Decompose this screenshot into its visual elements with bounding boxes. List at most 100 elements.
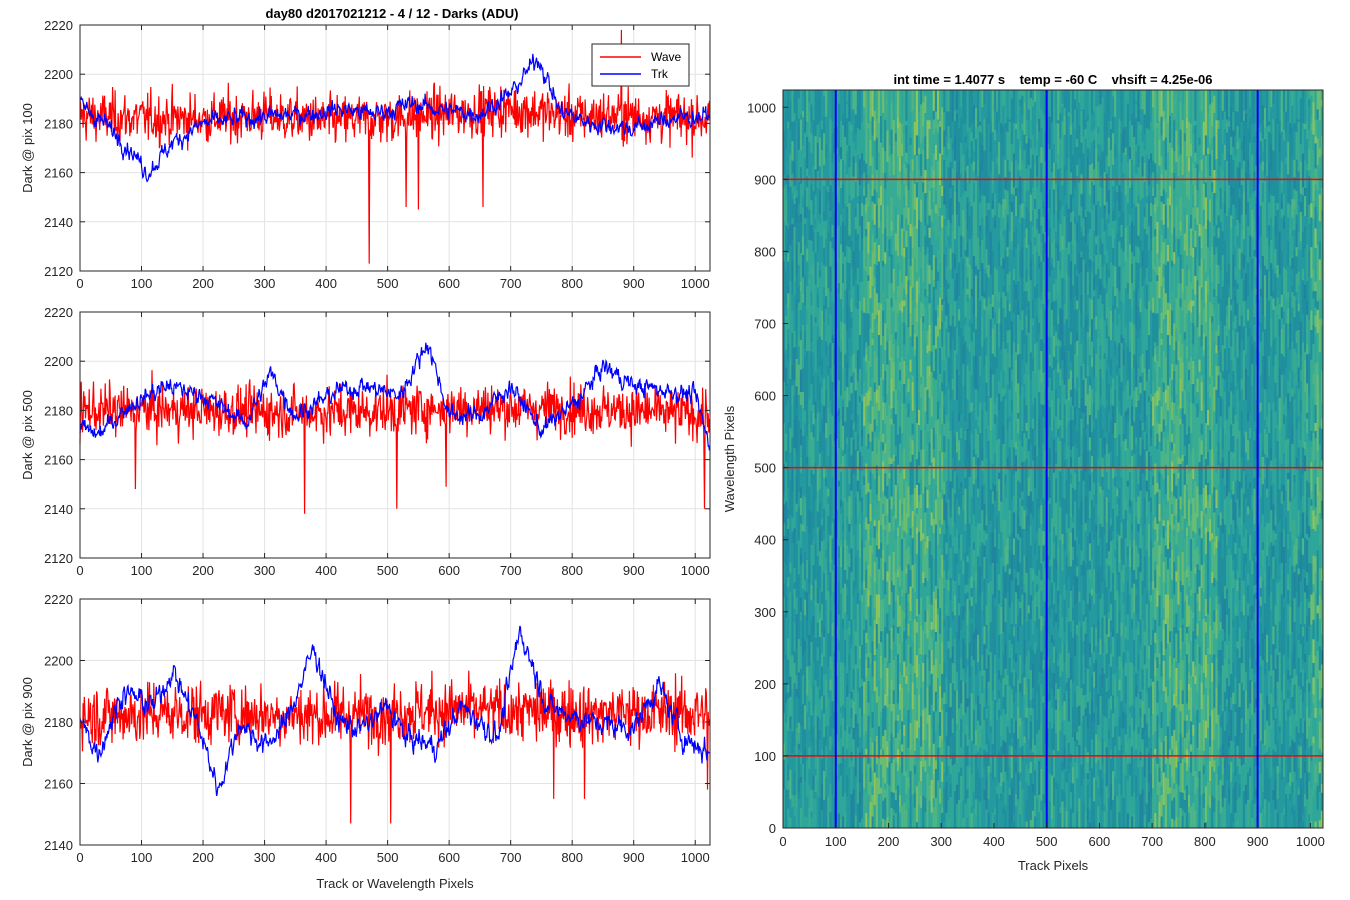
- heatmap-cell: [972, 230, 975, 256]
- heatmap-cell: [974, 265, 978, 276]
- heatmap-cell: [1036, 140, 1039, 156]
- heatmap-cell: [820, 404, 824, 420]
- heatmap-cell: [890, 129, 893, 155]
- heatmap-cell: [1023, 677, 1026, 695]
- heatmap-cell: [823, 695, 826, 714]
- heatmap-cell: [799, 213, 802, 223]
- heatmap-cell: [970, 474, 973, 498]
- heatmap-cell: [810, 551, 813, 586]
- heatmap-cell: [867, 668, 870, 681]
- heatmap-cell: [1040, 580, 1043, 591]
- heatmap-cell: [966, 301, 969, 317]
- heatmap-cell: [896, 536, 900, 563]
- heatmap-cell: [1008, 794, 1011, 828]
- heatmap-cell: [846, 317, 849, 330]
- heatmap-cell: [785, 489, 788, 502]
- heatmap-cell: [960, 265, 963, 299]
- heatmap-cell: [861, 540, 864, 570]
- heatmap-cell: [945, 315, 948, 329]
- panel-pix500-grid: [79, 311, 710, 559]
- heatmap-cell: [968, 676, 971, 697]
- heatmap-cell: [1004, 428, 1007, 444]
- heatmap-cell: [896, 720, 900, 733]
- heatmap-cell: [932, 286, 935, 316]
- x-tick-label: 400: [315, 276, 337, 291]
- heatmap-cell: [989, 274, 992, 297]
- heatmap-cell: [949, 400, 952, 431]
- heatmap-cell: [888, 761, 891, 786]
- heatmap-cell: [818, 588, 821, 604]
- heatmap-cell: [831, 291, 834, 302]
- heatmap-cell: [867, 715, 870, 742]
- heatmap-cell: [924, 541, 927, 555]
- heatmap-cell: [880, 719, 883, 737]
- heatmap-cell: [839, 674, 843, 707]
- heatmap-cell: [991, 594, 994, 616]
- heatmap-cell: [974, 745, 978, 754]
- heatmap-cell: [977, 390, 980, 417]
- heatmap-cell: [911, 486, 914, 495]
- heatmap-cell: [863, 788, 866, 814]
- heatmap-cell: [934, 658, 937, 692]
- heatmap-cell: [825, 158, 828, 191]
- heatmap-cell: [808, 634, 811, 666]
- heatmap-cell: [993, 100, 997, 130]
- heatmap-cell: [810, 184, 813, 201]
- heatmap-cell: [953, 595, 956, 616]
- heatmap-cell: [789, 203, 792, 225]
- heatmap-cell: [791, 294, 794, 311]
- heatmap-cell: [947, 465, 950, 480]
- heatmap-cell: [920, 430, 923, 450]
- heatmap-cell: [1006, 159, 1009, 191]
- heatmap-cell: [856, 640, 859, 669]
- heatmap-cell: [1042, 782, 1045, 795]
- heatmap-cell: [1025, 281, 1028, 292]
- heatmap-cell: [814, 644, 817, 658]
- heatmap-cell: [905, 639, 908, 667]
- heatmap-cell: [831, 133, 834, 163]
- heatmap-cell: [1044, 449, 1047, 470]
- heatmap-cell: [869, 328, 872, 343]
- heatmap-cell: [907, 417, 910, 449]
- heatmap-cell: [981, 591, 984, 611]
- heatmap-cell: [823, 378, 826, 406]
- heatmap-cell: [1015, 794, 1018, 807]
- heatmap-cell: [903, 479, 906, 498]
- heatmap-cell: [844, 485, 847, 498]
- heatmap-cell: [903, 288, 906, 301]
- heatmap-cell: [974, 704, 978, 730]
- heatmap-cell: [886, 394, 889, 416]
- heatmap-cell: [795, 727, 798, 746]
- heatmap-cell: [808, 510, 811, 534]
- heatmap-cell: [981, 729, 984, 756]
- heatmap-cell: [924, 265, 927, 289]
- heatmap-cell: [913, 382, 916, 402]
- heatmap-cell: [880, 441, 883, 452]
- heatmap-cell: [886, 328, 889, 342]
- heatmap-cell: [793, 608, 796, 623]
- heatmap-cell: [920, 221, 923, 252]
- heatmap-cell: [968, 795, 971, 828]
- heatmap-cell: [918, 647, 921, 655]
- heatmap-cell: [991, 294, 994, 307]
- heatmap-cell: [991, 318, 994, 329]
- heatmap-cell: [934, 524, 937, 554]
- heatmap-cell: [842, 307, 845, 323]
- heatmap-cell: [1027, 276, 1030, 302]
- heatmap-cell: [850, 328, 853, 356]
- heatmap-cell: [1029, 619, 1032, 647]
- heatmap-cell: [1042, 216, 1045, 234]
- heatmap-cell: [812, 424, 815, 438]
- heatmap-cell: [991, 675, 994, 691]
- heatmap-cell: [911, 794, 914, 820]
- heatmap-cell: [964, 430, 967, 441]
- heatmap-cell: [968, 183, 971, 202]
- heatmap-cell: [932, 448, 935, 458]
- heatmap-cell: [890, 221, 893, 231]
- heatmap-cell: [913, 592, 916, 619]
- heatmap-cell: [1008, 639, 1011, 651]
- heatmap-cell: [825, 528, 828, 550]
- heatmap-cell: [1042, 149, 1045, 183]
- heatmap-cell: [960, 560, 963, 591]
- heatmap-cell: [903, 149, 906, 163]
